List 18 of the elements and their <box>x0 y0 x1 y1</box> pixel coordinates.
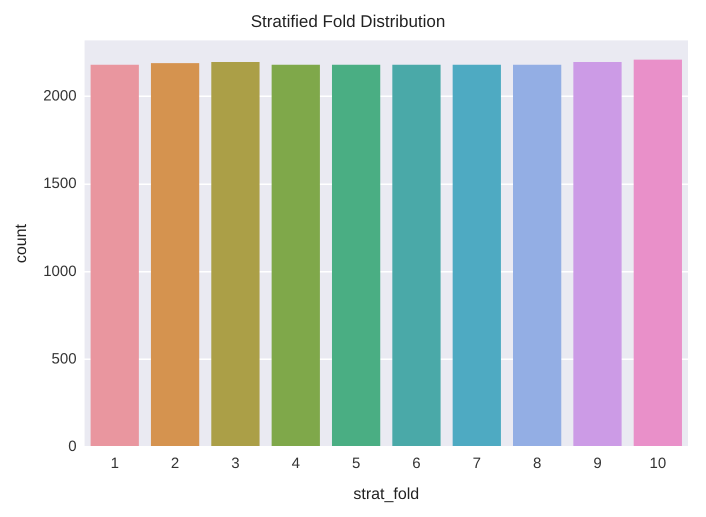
x-tick-label: 5 <box>352 454 360 472</box>
y-tick-label: 2000 <box>43 88 77 105</box>
y-tick-label: 500 <box>52 350 77 368</box>
x-tick-label: 9 <box>593 454 602 472</box>
y-tick-label: 0 <box>68 438 77 455</box>
x-tick-label: 10 <box>649 454 666 472</box>
x-tick-label: 1 <box>110 454 119 472</box>
y-tick-label: 1000 <box>43 262 77 280</box>
y-axis-title: count <box>13 223 30 264</box>
x-tick-label: 4 <box>292 454 300 472</box>
x-tick-label: 8 <box>532 454 542 472</box>
x-axis-title: strat_fold <box>353 486 420 503</box>
x-tick-label: 2 <box>170 454 180 472</box>
y-tick-label: 1500 <box>43 175 77 192</box>
x-tick-label: 7 <box>472 454 481 472</box>
chart-title: Stratified Fold Distribution <box>250 12 446 31</box>
x-tick-label: 6 <box>412 454 421 472</box>
x-tick-label: 3 <box>231 454 240 472</box>
